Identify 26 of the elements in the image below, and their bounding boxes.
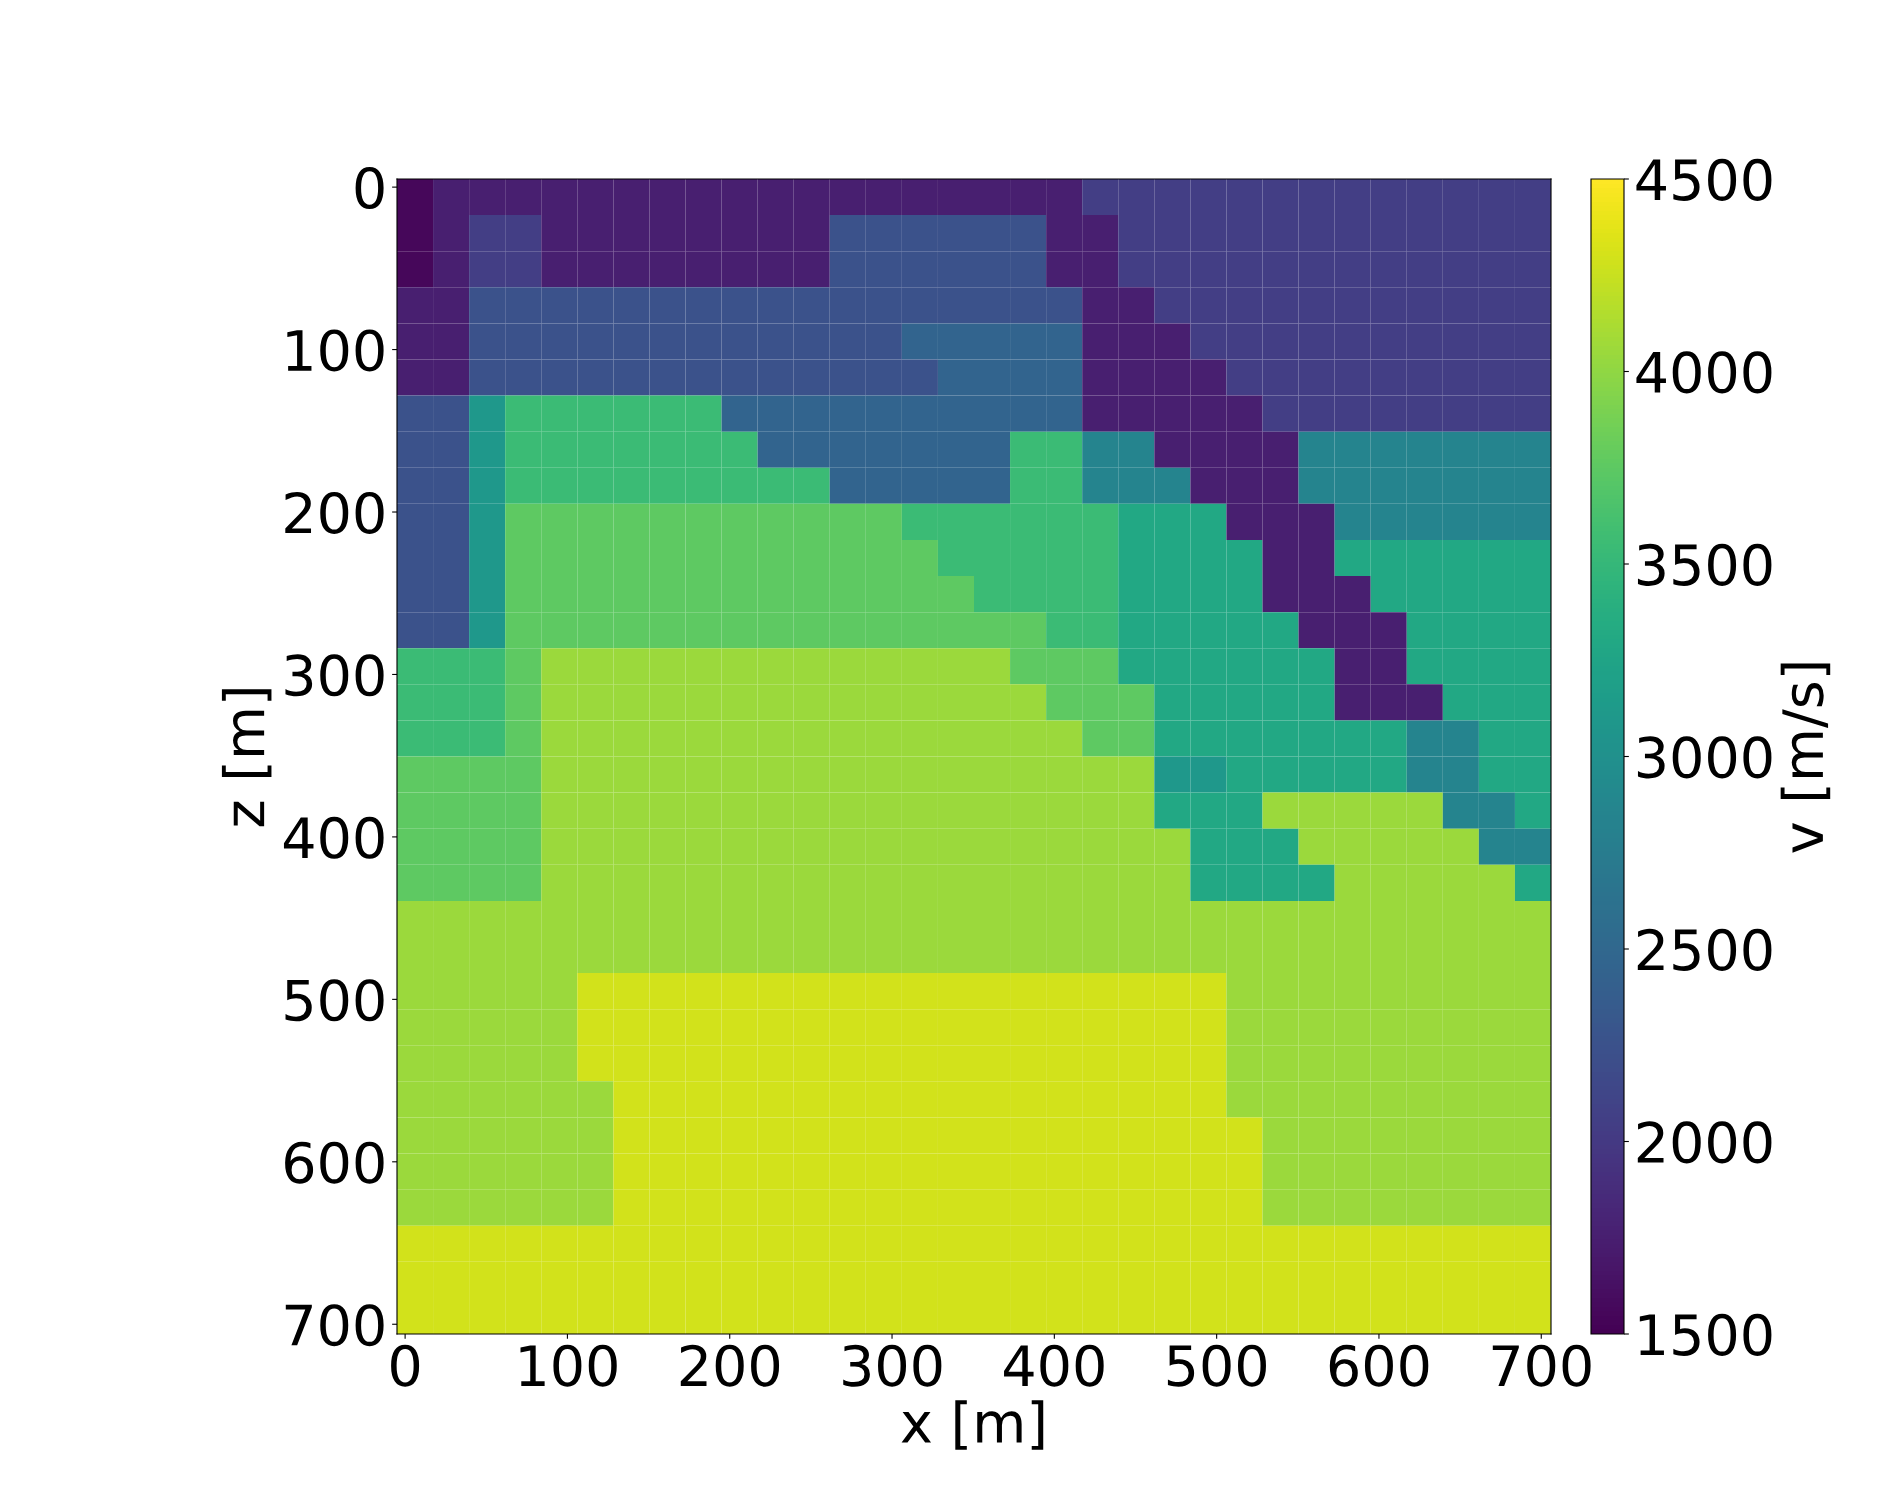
y-tick-label: 700 [285,1304,384,1347]
y-tick-label: 600 [285,1141,384,1184]
x-tick-label: 600 [1329,1344,1429,1387]
y-axis-title: z [m] [221,689,272,827]
y-tick-label: 100 [287,329,384,372]
y-tick-label: 300 [285,654,384,697]
y-tick-label: 200 [285,491,384,534]
color-bar-label: 2500 [1637,928,1772,971]
y-tick-label: 400 [283,816,384,859]
color-bar-title: v [m/s] [1780,663,1831,853]
x-tick-label: 300 [843,1344,942,1387]
x-tick-label: 100 [520,1344,617,1387]
y-tick-label: 500 [285,979,384,1022]
x-tick-label: 200 [680,1344,780,1387]
color-bar-label: 2000 [1637,1121,1772,1164]
y-tick-label: 0 [355,167,384,210]
color-bar-label: 3500 [1637,543,1772,586]
x-tick-label: 400 [1004,1344,1104,1387]
x-tick-label: 700 [1492,1344,1591,1387]
color-bar-label: 4500 [1636,158,1772,201]
x-tick-label: 500 [1167,1344,1266,1387]
color-bar-label: 1500 [1639,1313,1772,1356]
x-axis-title: x [m] [901,1400,1044,1450]
color-bar-label: 3000 [1637,736,1772,779]
color-bar-label: 4000 [1636,351,1772,394]
x-tick-label: 0 [391,1344,420,1387]
